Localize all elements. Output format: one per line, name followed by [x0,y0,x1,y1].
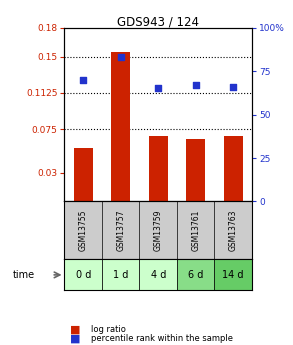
Text: ■: ■ [70,334,81,344]
Text: 4 d: 4 d [151,270,166,280]
Point [156,86,161,91]
Text: GSM13757: GSM13757 [116,210,125,251]
Text: time: time [12,270,35,280]
Bar [111,52,130,201]
Text: log ratio: log ratio [91,325,126,334]
Bar [64,259,102,290]
Text: GDS943 / 124: GDS943 / 124 [117,16,199,29]
Bar [224,136,243,201]
Text: 1 d: 1 d [113,270,128,280]
Text: ■: ■ [70,325,81,334]
Bar [186,139,205,201]
Bar [139,259,177,290]
Point [118,55,123,60]
Point [81,77,86,82]
Text: GSM13761: GSM13761 [191,210,200,251]
Text: 6 d: 6 d [188,270,203,280]
Text: GSM13759: GSM13759 [154,210,163,251]
Text: GSM13763: GSM13763 [229,210,238,251]
Bar [74,148,93,201]
Text: 14 d: 14 d [222,270,244,280]
Text: GSM13755: GSM13755 [79,210,88,251]
Text: percentile rank within the sample: percentile rank within the sample [91,334,233,343]
Bar [102,259,139,290]
Bar [177,259,214,290]
Text: 0 d: 0 d [76,270,91,280]
Point [193,82,198,88]
Bar [214,259,252,290]
Bar [149,136,168,201]
Point [231,84,236,89]
